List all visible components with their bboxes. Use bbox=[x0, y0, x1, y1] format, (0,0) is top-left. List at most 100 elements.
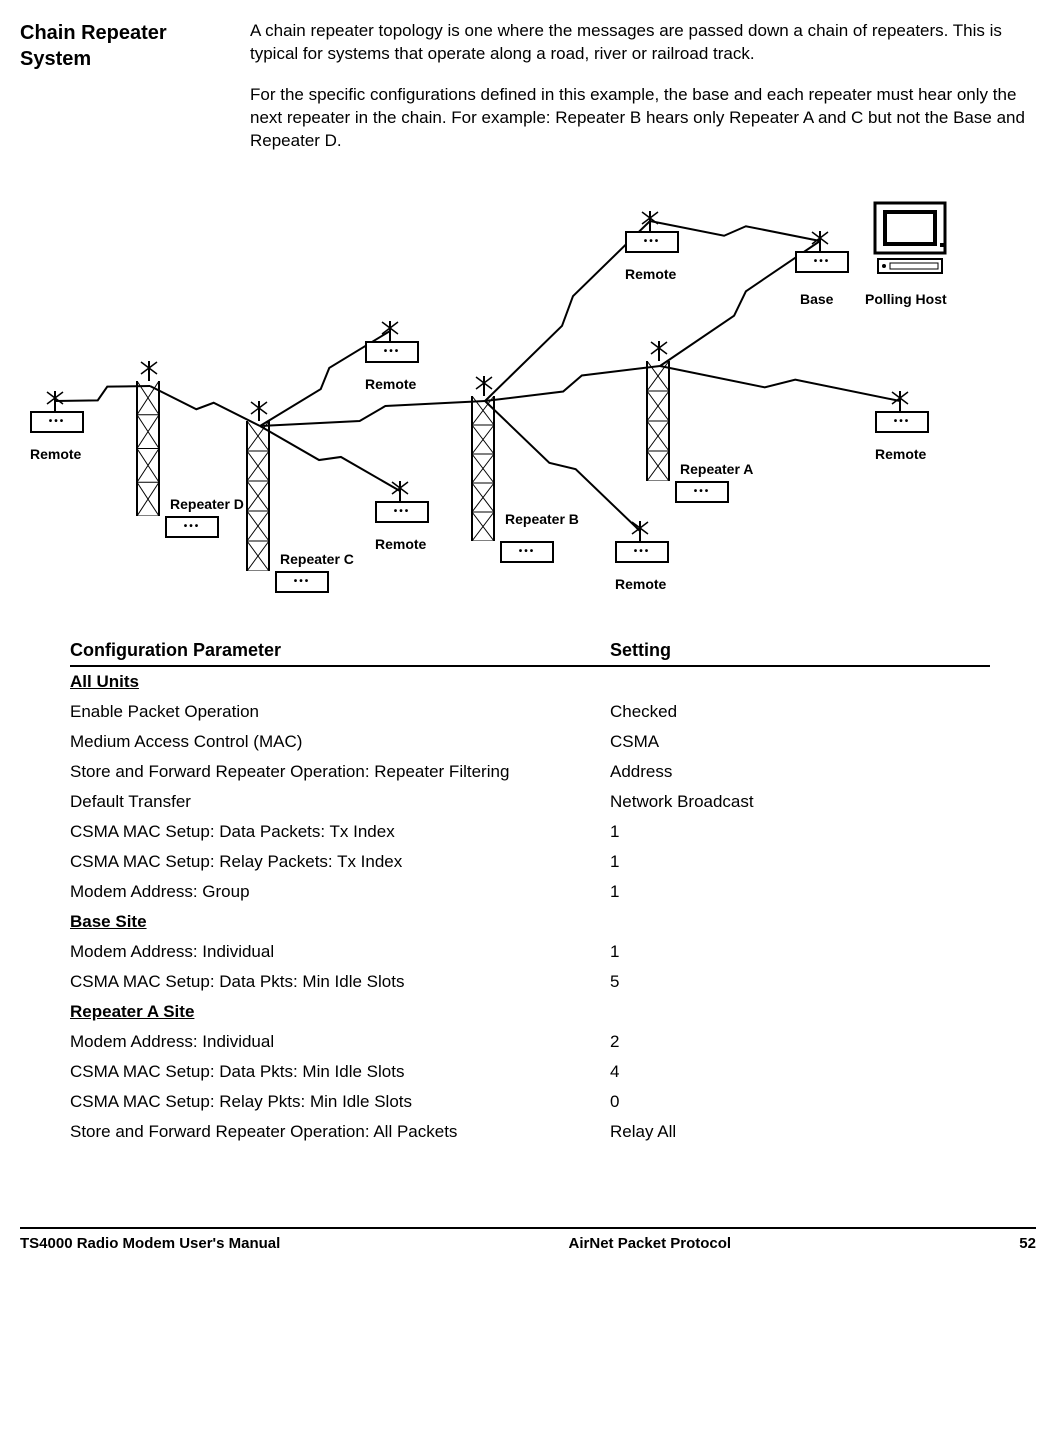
remote5-modem-box: ••• bbox=[615, 541, 669, 563]
repD-label: Repeater D bbox=[170, 496, 244, 512]
modem-box-icon: ••• bbox=[875, 411, 929, 433]
cell-param: All Units bbox=[70, 666, 610, 697]
antenna-icon bbox=[890, 389, 910, 411]
cell-param: CSMA MAC Setup: Relay Packets: Tx Index bbox=[70, 847, 610, 877]
repA-label: Repeater A bbox=[680, 461, 753, 477]
cell-setting: 2 bbox=[610, 1027, 990, 1057]
modem-box-icon: ••• bbox=[625, 231, 679, 253]
rf-link bbox=[485, 366, 660, 401]
footer-center: AirNet Packet Protocol bbox=[569, 1235, 732, 1252]
cell-param: Medium Access Control (MAC) bbox=[70, 727, 610, 757]
antenna-icon bbox=[810, 229, 830, 251]
antenna-icon bbox=[630, 519, 650, 541]
cell-setting: 1 bbox=[610, 847, 990, 877]
modem-box-icon: ••• bbox=[365, 341, 419, 363]
cell-param: Store and Forward Repeater Operation: Re… bbox=[70, 757, 610, 787]
base-modem-box: ••• bbox=[795, 251, 849, 273]
cell-setting: Network Broadcast bbox=[610, 787, 990, 817]
cell-param: Repeater A Site bbox=[70, 997, 610, 1027]
remote3-modem-box: ••• bbox=[375, 501, 429, 523]
page-footer: TS4000 Radio Modem User's Manual AirNet … bbox=[20, 1227, 1036, 1252]
antenna-icon bbox=[249, 399, 269, 421]
body-text: A chain repeater topology is one where t… bbox=[250, 20, 1036, 171]
cell-setting: 1 bbox=[610, 817, 990, 847]
table-row: Modem Address: Individual1 bbox=[70, 937, 990, 967]
polling-host-icon bbox=[870, 201, 950, 281]
antenna-icon bbox=[474, 374, 494, 396]
remote1-modem-box: ••• bbox=[30, 411, 84, 433]
footer-right: 52 bbox=[1019, 1235, 1036, 1252]
antenna-icon bbox=[380, 319, 400, 341]
footer-left: TS4000 Radio Modem User's Manual bbox=[20, 1235, 280, 1252]
repC-label: Repeater C bbox=[280, 551, 354, 567]
remote3-label: Remote bbox=[375, 536, 426, 552]
table-row: CSMA MAC Setup: Relay Pkts: Min Idle Slo… bbox=[70, 1087, 990, 1117]
topology-diagram: ••• Remote ••• Repeater D ••• Repeater C ••… bbox=[20, 171, 1036, 611]
table-section-header: Repeater A Site bbox=[70, 997, 990, 1027]
table-row: Default TransferNetwork Broadcast bbox=[70, 787, 990, 817]
modem-box-icon: ••• bbox=[165, 516, 219, 538]
table-row: Medium Access Control (MAC)CSMA bbox=[70, 727, 990, 757]
configuration-table: Configuration Parameter Setting All Unit… bbox=[70, 636, 990, 1147]
table-row: CSMA MAC Setup: Data Packets: Tx Index1 bbox=[70, 817, 990, 847]
col-header-param: Configuration Parameter bbox=[70, 636, 610, 666]
repeater-modem-box: ••• bbox=[275, 571, 329, 593]
remote1-label: Remote bbox=[30, 446, 81, 462]
rf-link bbox=[150, 386, 260, 426]
remote5-label: Remote bbox=[615, 576, 666, 592]
modem-box-icon: ••• bbox=[30, 411, 84, 433]
cell-setting bbox=[610, 666, 990, 697]
cell-setting: Address bbox=[610, 757, 990, 787]
rf-link bbox=[660, 366, 900, 401]
table-row: Enable Packet OperationChecked bbox=[70, 697, 990, 727]
cell-setting bbox=[610, 907, 990, 937]
cell-param: Base Site bbox=[70, 907, 610, 937]
remote2-label: Remote bbox=[365, 376, 416, 392]
table-row: Modem Address: Group1 bbox=[70, 877, 990, 907]
modem-box-icon: ••• bbox=[375, 501, 429, 523]
base-label: Base bbox=[800, 291, 833, 307]
table-row: CSMA MAC Setup: Relay Packets: Tx Index1 bbox=[70, 847, 990, 877]
section-title: Chain Repeater System bbox=[20, 20, 220, 171]
cell-setting: 0 bbox=[610, 1087, 990, 1117]
tower-icon bbox=[135, 381, 161, 516]
table-row: Modem Address: Individual2 bbox=[70, 1027, 990, 1057]
tower-icon bbox=[645, 361, 671, 481]
repB-label: Repeater B bbox=[505, 511, 579, 527]
cell-setting: 4 bbox=[610, 1057, 990, 1087]
paragraph-1: A chain repeater topology is one where t… bbox=[250, 20, 1036, 66]
repeater-modem-box: ••• bbox=[500, 541, 554, 563]
modem-box-icon: ••• bbox=[615, 541, 669, 563]
remote6-label: Remote bbox=[875, 446, 926, 462]
table-row: CSMA MAC Setup: Data Pkts: Min Idle Slot… bbox=[70, 967, 990, 997]
remote4-modem-box: ••• bbox=[625, 231, 679, 253]
cell-param: Modem Address: Group bbox=[70, 877, 610, 907]
header-section: Chain Repeater System A chain repeater t… bbox=[20, 20, 1036, 171]
cell-param: CSMA MAC Setup: Data Pkts: Min Idle Slot… bbox=[70, 967, 610, 997]
table-row: CSMA MAC Setup: Data Pkts: Min Idle Slot… bbox=[70, 1057, 990, 1087]
cell-setting: Checked bbox=[610, 697, 990, 727]
rf-link bbox=[260, 426, 400, 491]
antenna-icon bbox=[649, 339, 669, 361]
antenna-icon bbox=[139, 359, 159, 381]
cell-setting: 1 bbox=[610, 877, 990, 907]
cell-param: Modem Address: Individual bbox=[70, 1027, 610, 1057]
modem-box-icon: ••• bbox=[500, 541, 554, 563]
cell-param: Modem Address: Individual bbox=[70, 937, 610, 967]
cell-setting bbox=[610, 997, 990, 1027]
table-row: Store and Forward Repeater Operation: Al… bbox=[70, 1117, 990, 1147]
cell-param: Enable Packet Operation bbox=[70, 697, 610, 727]
remote6-modem-box: ••• bbox=[875, 411, 929, 433]
table-section-header: Base Site bbox=[70, 907, 990, 937]
antenna-icon bbox=[640, 209, 660, 231]
cell-setting: 5 bbox=[610, 967, 990, 997]
table-section-header: All Units bbox=[70, 666, 990, 697]
modem-box-icon: ••• bbox=[275, 571, 329, 593]
cell-param: CSMA MAC Setup: Data Packets: Tx Index bbox=[70, 817, 610, 847]
antenna-icon bbox=[390, 479, 410, 501]
repeater-modem-box: ••• bbox=[165, 516, 219, 538]
cell-param: Store and Forward Repeater Operation: Al… bbox=[70, 1117, 610, 1147]
tower-icon bbox=[245, 421, 271, 571]
cell-param: CSMA MAC Setup: Data Pkts: Min Idle Slot… bbox=[70, 1057, 610, 1087]
remote2-modem-box: ••• bbox=[365, 341, 419, 363]
